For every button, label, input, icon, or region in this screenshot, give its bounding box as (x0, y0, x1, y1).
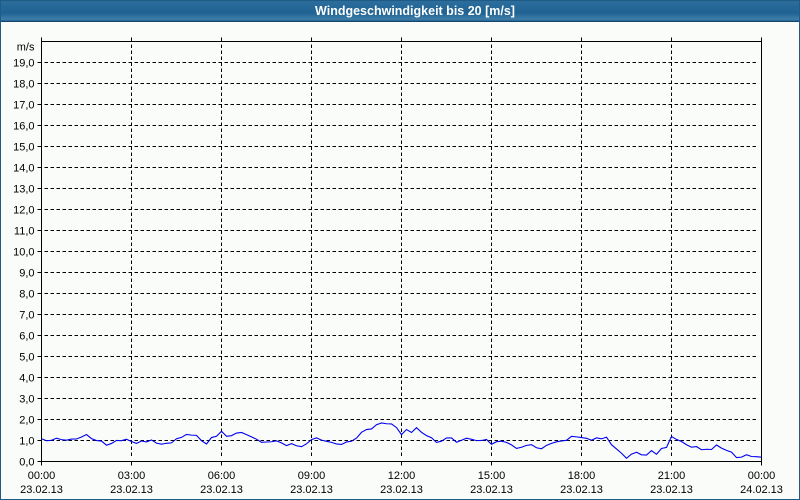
svg-text:23.02.13: 23.02.13 (200, 484, 243, 496)
svg-text:24.02.13: 24.02.13 (740, 484, 783, 496)
svg-text:14,0: 14,0 (13, 163, 34, 175)
svg-text:0,0: 0,0 (19, 457, 34, 469)
svg-text:5,0: 5,0 (19, 352, 34, 364)
svg-text:9,0: 9,0 (19, 268, 34, 280)
svg-text:4,0: 4,0 (19, 373, 34, 385)
svg-text:13,0: 13,0 (13, 184, 34, 196)
svg-text:00:00: 00:00 (28, 470, 56, 482)
svg-text:21:00: 21:00 (658, 470, 686, 482)
svg-text:18:00: 18:00 (568, 470, 596, 482)
svg-text:8,0: 8,0 (19, 289, 34, 301)
svg-text:3,0: 3,0 (19, 394, 34, 406)
svg-text:03:00: 03:00 (118, 470, 146, 482)
svg-text:12:00: 12:00 (388, 470, 416, 482)
svg-text:23.02.13: 23.02.13 (290, 484, 333, 496)
svg-text:7,0: 7,0 (19, 310, 34, 322)
svg-text:18,0: 18,0 (13, 79, 34, 91)
svg-text:23.02.13: 23.02.13 (560, 484, 603, 496)
svg-text:17,0: 17,0 (13, 100, 34, 112)
svg-text:23.02.13: 23.02.13 (20, 484, 63, 496)
svg-text:m/s: m/s (17, 42, 35, 54)
svg-text:19,0: 19,0 (13, 58, 34, 70)
svg-text:09:00: 09:00 (298, 470, 326, 482)
svg-text:12,0: 12,0 (13, 205, 34, 217)
svg-text:2,0: 2,0 (19, 415, 34, 427)
svg-text:10,0: 10,0 (13, 247, 34, 259)
svg-text:6,0: 6,0 (19, 331, 34, 343)
svg-text:15,0: 15,0 (13, 142, 34, 154)
svg-text:16,0: 16,0 (13, 121, 34, 133)
svg-text:1,0: 1,0 (19, 436, 34, 448)
svg-text:00:00: 00:00 (748, 470, 776, 482)
svg-text:15:00: 15:00 (478, 470, 506, 482)
svg-text:23.02.13: 23.02.13 (380, 484, 423, 496)
svg-text:23.02.13: 23.02.13 (470, 484, 513, 496)
svg-text:23.02.13: 23.02.13 (110, 484, 153, 496)
svg-text:23.02.13: 23.02.13 (650, 484, 693, 496)
svg-text:06:00: 06:00 (208, 470, 236, 482)
svg-text:11,0: 11,0 (14, 226, 35, 238)
